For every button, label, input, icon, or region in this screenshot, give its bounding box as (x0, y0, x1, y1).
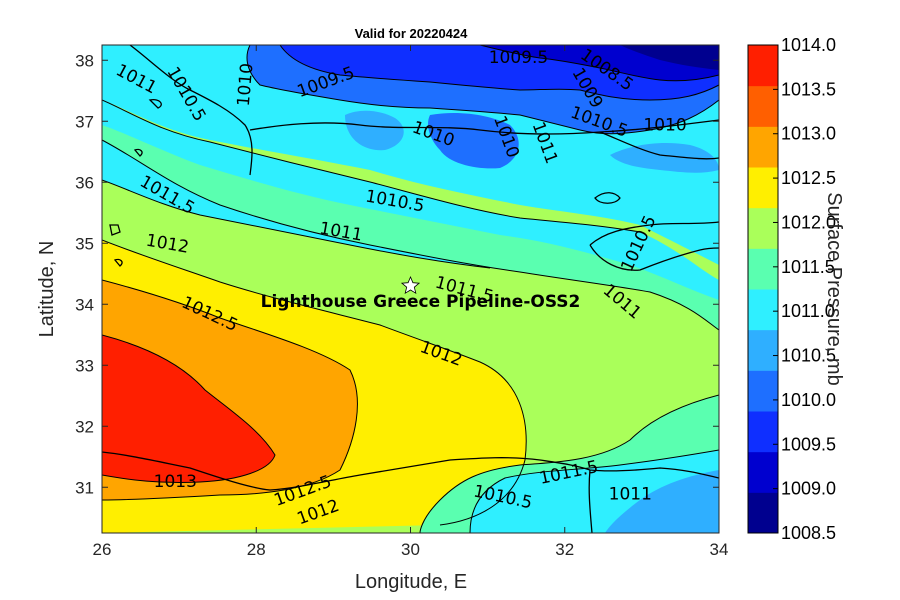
y-axis-ticks: 31 32 33 34 35 36 37 38 (75, 51, 719, 497)
colorbar-ticks: 1008.5 1009.0 1009.5 1010.0 1010.5 1011.0 1011… (773, 35, 836, 543)
colorbar-band (748, 370, 778, 412)
colorbar-tick-label: 1013.0 (781, 124, 836, 144)
colorbar-band (748, 45, 778, 87)
colorbar-tick-label: 1012.0 (781, 212, 836, 232)
colorbar-frame (747, 44, 779, 534)
x-axis-label: Longitude, E (355, 571, 467, 593)
y-tick-label: 38 (75, 51, 94, 70)
y-tick-label: 32 (75, 417, 94, 436)
contour-label: 1011 (609, 484, 652, 504)
colorbar-band (748, 248, 778, 290)
y-tick-label: 31 (75, 478, 94, 497)
colorbar-band (748, 85, 778, 127)
colorbar-tick-label: 1014.0 (781, 35, 836, 55)
colorbar (748, 45, 778, 534)
contour-label: 1013 (154, 472, 197, 492)
colorbar-band (748, 207, 778, 249)
y-tick-label: 37 (75, 112, 94, 131)
contour-label: 1010 (234, 62, 258, 107)
x-tick-label: 26 (93, 540, 112, 559)
colorbar-band (748, 289, 778, 331)
colorbar-tick-label: 1012.5 (781, 168, 836, 188)
colorbar-label: Surface Pressure, mb (823, 192, 845, 385)
x-tick-label: 30 (401, 540, 420, 559)
y-axis-label: Latitude, N (36, 241, 58, 338)
colorbar-band (748, 492, 778, 534)
colorbar-band (748, 167, 778, 209)
colorbar-tick-label: 1009.5 (781, 434, 836, 454)
colorbar-tick-label: 1008.5 (781, 523, 836, 543)
site-marker: Lighthouse Greece Pipeline-OSS2 (261, 275, 581, 312)
colorbar-tick-label: 1011.0 (781, 301, 835, 321)
colorbar-tick-label: 1010.0 (781, 390, 836, 410)
colorbar-tick-label: 1010.5 (781, 346, 836, 366)
y-tick-label: 33 (75, 356, 94, 375)
colorbar-tick-label: 1011.5 (781, 257, 835, 277)
y-tick-label: 35 (75, 234, 94, 253)
y-tick-label: 34 (75, 295, 94, 314)
y-tick-label: 36 (75, 173, 94, 192)
chart-title: Valid for 20220424 (355, 26, 469, 41)
colorbar-tick-label: 1009.0 (781, 479, 836, 499)
x-tick-label: 28 (247, 540, 266, 559)
colorbar-band (748, 411, 778, 453)
x-tick-label: 34 (710, 540, 729, 559)
pressure-field (102, 45, 719, 533)
coastlines (102, 45, 719, 533)
contour-lines (102, 45, 719, 533)
site-label: Lighthouse Greece Pipeline-OSS2 (261, 292, 581, 312)
colorbar-band (748, 126, 778, 168)
colorbar-tick-label: 1013.5 (781, 79, 836, 99)
site-star-icon (400, 275, 421, 295)
x-tick-label: 32 (555, 540, 574, 559)
x-axis-ticks: 26 28 30 32 34 (93, 45, 729, 559)
contour-label: 1009.5 (489, 48, 548, 68)
colorbar-band (748, 451, 778, 493)
contour-label: 1010 (643, 115, 686, 135)
colorbar-band (748, 329, 778, 371)
